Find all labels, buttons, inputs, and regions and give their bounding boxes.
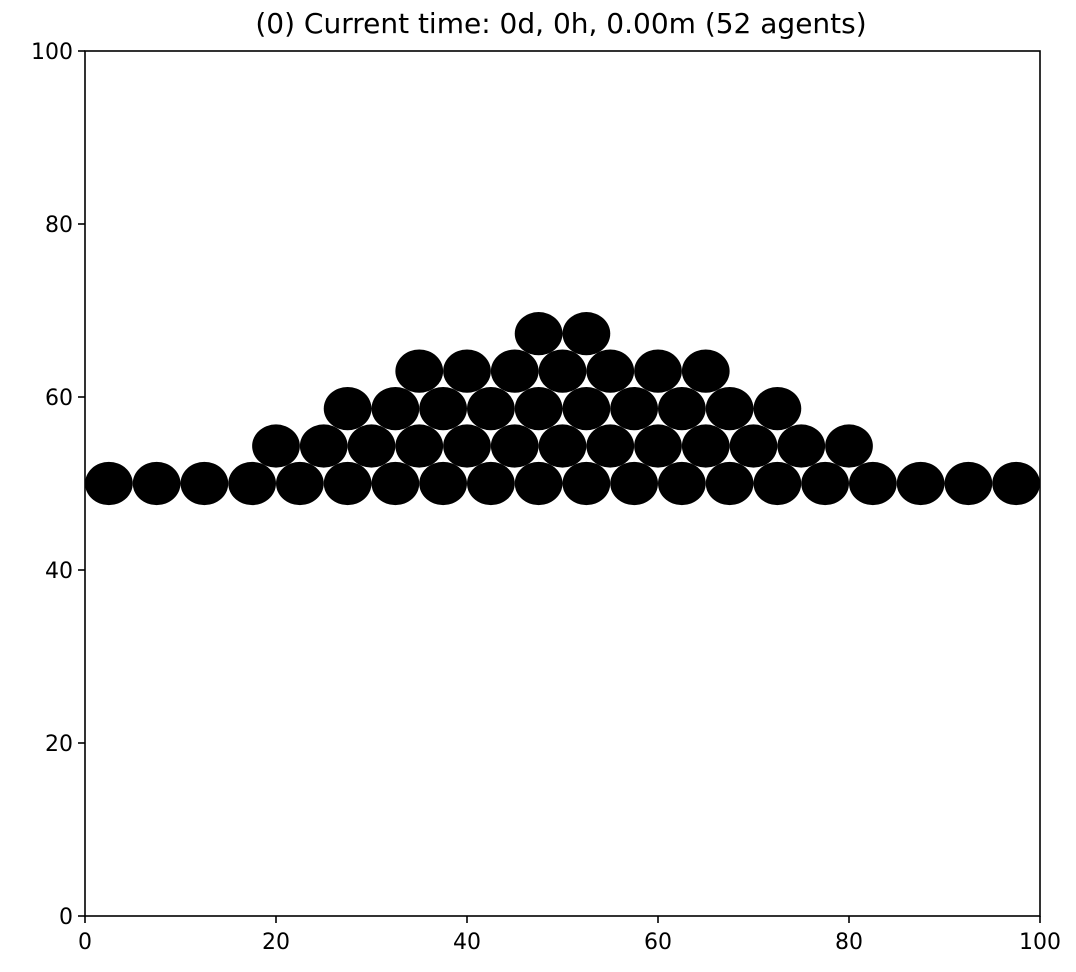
agent-marker (395, 424, 444, 468)
agent-marker (252, 424, 300, 468)
x-tick-label: 60 (644, 930, 672, 955)
agent-markers (85, 312, 1040, 506)
agent-marker (490, 424, 539, 468)
agent-marker (443, 349, 491, 393)
agent-marker (132, 461, 181, 506)
agent-marker (610, 386, 658, 431)
agent-marker (228, 461, 276, 506)
agent-marker (705, 386, 754, 431)
agent-marker (514, 461, 563, 506)
agent-marker (849, 461, 897, 506)
x-tick-label: 100 (1019, 930, 1061, 955)
agent-marker (562, 386, 611, 431)
agent-marker (323, 386, 372, 431)
agent-marker (347, 424, 396, 468)
y-tick-label: 80 (45, 213, 73, 238)
y-tick-label: 40 (45, 559, 73, 584)
agent-marker (562, 312, 611, 356)
agent-marker (419, 386, 467, 431)
agent-marker (896, 461, 945, 506)
agent-marker (658, 386, 706, 431)
agent-marker (992, 461, 1040, 506)
agent-marker (658, 461, 706, 506)
agent-marker (825, 424, 873, 468)
agent-marker (419, 461, 467, 506)
agent-marker (371, 461, 420, 506)
agent-marker (610, 461, 658, 506)
agent-marker (586, 424, 635, 468)
agent-marker (371, 386, 420, 431)
chart-title: (0) Current time: 0d, 0h, 0.00m (52 agen… (255, 7, 866, 40)
y-tick-label: 0 (59, 905, 73, 930)
agent-marker (681, 349, 730, 393)
x-tick-label: 20 (262, 930, 290, 955)
agent-marker (538, 424, 587, 468)
agent-marker (538, 349, 587, 393)
agent-marker (443, 424, 491, 468)
x-tick-label: 0 (78, 930, 92, 955)
axis-ticks: 0 20 40 60 80 100 0 20 40 60 80 100 (31, 40, 1061, 955)
y-tick-label: 100 (31, 40, 73, 65)
x-tick-label: 40 (453, 930, 481, 955)
agent-marker (467, 461, 515, 506)
agent-marker (467, 386, 515, 431)
agent-marker (705, 461, 754, 506)
agent-marker (777, 424, 826, 468)
agent-marker (395, 349, 444, 393)
y-tick-label: 20 (45, 732, 73, 757)
agent-marker (514, 312, 563, 356)
x-tick-label: 80 (835, 930, 863, 955)
agent-marker (801, 461, 849, 506)
agent-marker (276, 461, 324, 506)
agent-marker (634, 424, 682, 468)
agent-marker (681, 424, 730, 468)
agent-marker (514, 386, 563, 431)
agent-marker (299, 424, 348, 468)
agent-marker (753, 461, 802, 506)
agent-marker (729, 424, 778, 468)
agent-marker (586, 349, 635, 393)
agent-marker (85, 461, 133, 506)
agent-marker (634, 349, 682, 393)
agent-marker (944, 461, 993, 506)
agent-marker (490, 349, 539, 393)
agent-marker (323, 461, 372, 506)
agent-marker (753, 386, 802, 431)
y-tick-label: 60 (45, 386, 73, 411)
agent-marker (180, 461, 229, 506)
agent-marker (562, 461, 611, 506)
